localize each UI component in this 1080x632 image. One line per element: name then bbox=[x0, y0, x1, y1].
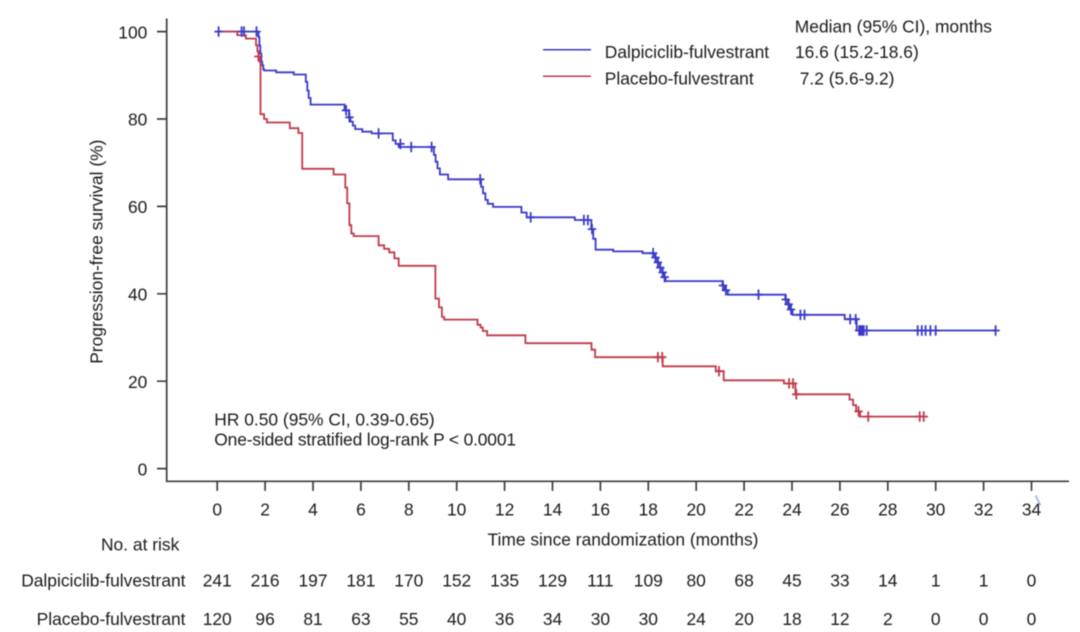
svg-text:40: 40 bbox=[128, 285, 147, 305]
svg-text:45: 45 bbox=[782, 570, 801, 590]
svg-text:18: 18 bbox=[782, 609, 801, 629]
svg-text:Placebo-fulvestrant: Placebo-fulvestrant bbox=[605, 68, 754, 88]
svg-text:26: 26 bbox=[830, 499, 849, 519]
svg-text:16.6 (15.2-18.6): 16.6 (15.2-18.6) bbox=[795, 42, 919, 62]
svg-text:170: 170 bbox=[394, 570, 423, 590]
svg-text:216: 216 bbox=[251, 570, 280, 590]
svg-text:14: 14 bbox=[878, 570, 898, 590]
svg-text:1: 1 bbox=[931, 570, 941, 590]
svg-text:Dalpiciclib-fulvestrant: Dalpiciclib-fulvestrant bbox=[21, 570, 185, 590]
svg-text:Progression-free survival (%): Progression-free survival (%) bbox=[86, 140, 106, 364]
svg-text:0: 0 bbox=[979, 609, 989, 629]
svg-text:30: 30 bbox=[926, 499, 945, 519]
svg-text:63: 63 bbox=[351, 609, 370, 629]
svg-text:120: 120 bbox=[203, 609, 232, 629]
svg-text:0: 0 bbox=[212, 499, 222, 519]
svg-text:12: 12 bbox=[495, 499, 514, 519]
svg-text:HR 0.50 (95% CI, 0.39-0.65): HR 0.50 (95% CI, 0.39-0.65) bbox=[214, 409, 434, 429]
svg-text:80: 80 bbox=[128, 110, 147, 130]
svg-text:14: 14 bbox=[543, 499, 563, 519]
svg-text:22: 22 bbox=[734, 499, 753, 519]
svg-text:32: 32 bbox=[974, 499, 993, 519]
svg-text:18: 18 bbox=[639, 499, 658, 519]
svg-text:Time since randomization (mont: Time since randomization (months) bbox=[488, 530, 759, 550]
svg-text:2: 2 bbox=[260, 499, 270, 519]
svg-text:7.2 (5.6-9.2): 7.2 (5.6-9.2) bbox=[800, 68, 895, 88]
svg-text:0: 0 bbox=[1027, 570, 1037, 590]
svg-text:4: 4 bbox=[308, 499, 318, 519]
svg-text:20: 20 bbox=[687, 499, 706, 519]
svg-text:55: 55 bbox=[399, 609, 418, 629]
svg-text:30: 30 bbox=[639, 609, 658, 629]
svg-text:152: 152 bbox=[442, 570, 471, 590]
svg-text:100: 100 bbox=[118, 22, 147, 42]
svg-text:135: 135 bbox=[490, 570, 519, 590]
svg-text:0: 0 bbox=[138, 459, 148, 479]
svg-text:68: 68 bbox=[734, 570, 753, 590]
svg-text:197: 197 bbox=[298, 570, 327, 590]
svg-text:16: 16 bbox=[591, 499, 610, 519]
svg-text:24: 24 bbox=[687, 609, 707, 629]
svg-text:40: 40 bbox=[447, 609, 466, 629]
svg-text:Placebo-fulvestrant: Placebo-fulvestrant bbox=[37, 609, 186, 629]
svg-text:12: 12 bbox=[830, 609, 849, 629]
svg-text:30: 30 bbox=[591, 609, 610, 629]
svg-text:181: 181 bbox=[346, 570, 375, 590]
svg-text:81: 81 bbox=[303, 609, 322, 629]
svg-text:129: 129 bbox=[538, 570, 567, 590]
svg-text:No. at risk: No. at risk bbox=[101, 534, 180, 554]
svg-text:241: 241 bbox=[203, 570, 232, 590]
svg-text:111: 111 bbox=[587, 570, 613, 590]
svg-text:8: 8 bbox=[404, 499, 414, 519]
svg-text:96: 96 bbox=[255, 609, 274, 629]
svg-text:2: 2 bbox=[883, 609, 893, 629]
svg-text:36: 36 bbox=[495, 609, 514, 629]
svg-text:24: 24 bbox=[782, 499, 802, 519]
svg-text:33: 33 bbox=[830, 570, 849, 590]
svg-text:109: 109 bbox=[634, 570, 663, 590]
svg-text:34: 34 bbox=[543, 609, 563, 629]
svg-text:80: 80 bbox=[687, 570, 706, 590]
svg-text:60: 60 bbox=[128, 197, 147, 217]
svg-text:20: 20 bbox=[128, 372, 147, 392]
svg-text:One-sided stratified log-rank: One-sided stratified log-rank P < 0.0001 bbox=[214, 430, 516, 450]
svg-text:28: 28 bbox=[878, 499, 897, 519]
svg-text:6: 6 bbox=[356, 499, 366, 519]
svg-text:0: 0 bbox=[931, 609, 941, 629]
svg-text:Dalpiciclib-fulvestrant: Dalpiciclib-fulvestrant bbox=[605, 42, 769, 62]
svg-text:1: 1 bbox=[979, 570, 989, 590]
svg-text:20: 20 bbox=[734, 609, 753, 629]
svg-text:10: 10 bbox=[447, 499, 466, 519]
svg-text:34: 34 bbox=[1022, 499, 1042, 519]
svg-text:0: 0 bbox=[1027, 609, 1037, 629]
svg-text:Median (95% CI), months: Median (95% CI), months bbox=[795, 16, 992, 36]
